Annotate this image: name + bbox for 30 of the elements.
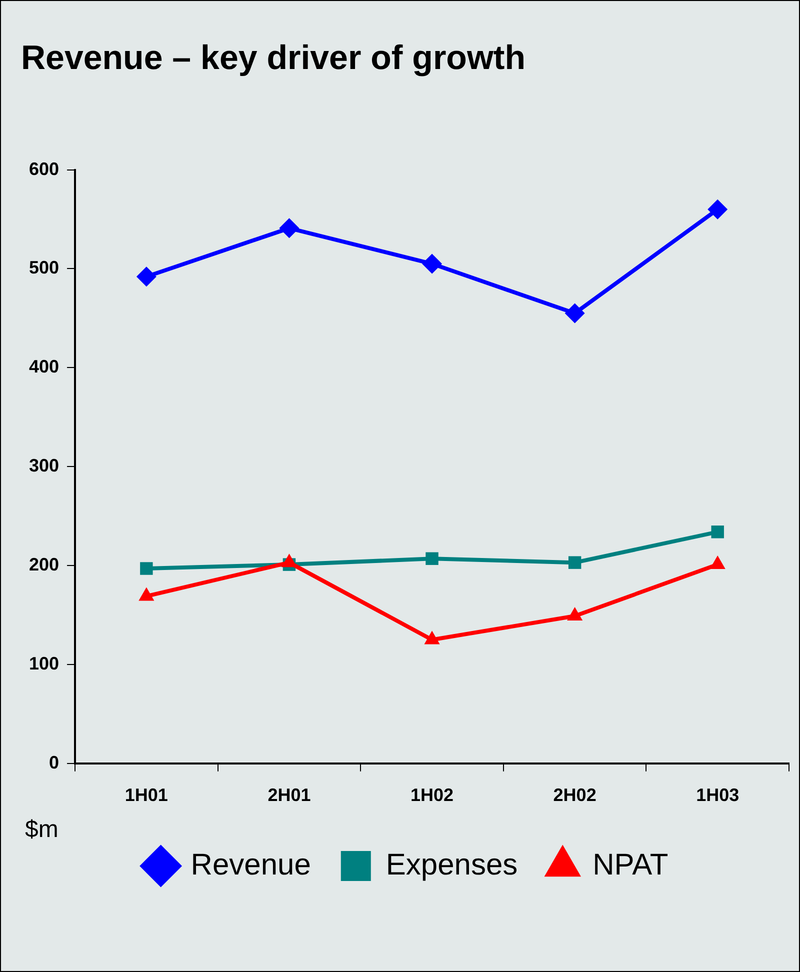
point [279, 218, 300, 238]
point [136, 266, 156, 287]
y-tick-label: 500 [28, 258, 60, 278]
y-tick-label: 100 [28, 653, 60, 674]
point [568, 556, 582, 569]
point [424, 630, 440, 644]
point [564, 303, 585, 324]
y-tick-label: 400 [28, 356, 60, 377]
point [708, 199, 728, 220]
point [140, 562, 153, 575]
x-tick-label: 1H02 [410, 785, 454, 806]
point [138, 587, 154, 601]
point [710, 556, 726, 570]
y-axis-title: $m [25, 816, 58, 844]
y-tick-label: 600 [28, 158, 60, 179]
legend-label: NPAT [592, 848, 668, 882]
chart-title: Revenue – key driver of growth [21, 38, 526, 77]
point [567, 606, 583, 620]
y-tick-label: 0 [49, 752, 60, 772]
legend-label: Revenue [190, 848, 311, 882]
y-tick-label: 300 [28, 456, 60, 476]
point [711, 526, 724, 538]
legend-label: Expenses [386, 848, 518, 882]
y-tick-label: 200 [28, 554, 60, 574]
x-tick-label: 1H03 [696, 785, 740, 806]
point [426, 552, 438, 565]
x-tick-label: 2H02 [553, 785, 596, 806]
x-tick-label: 1H01 [124, 785, 168, 806]
x-tick-label: 2H01 [268, 785, 311, 806]
point [422, 254, 442, 274]
